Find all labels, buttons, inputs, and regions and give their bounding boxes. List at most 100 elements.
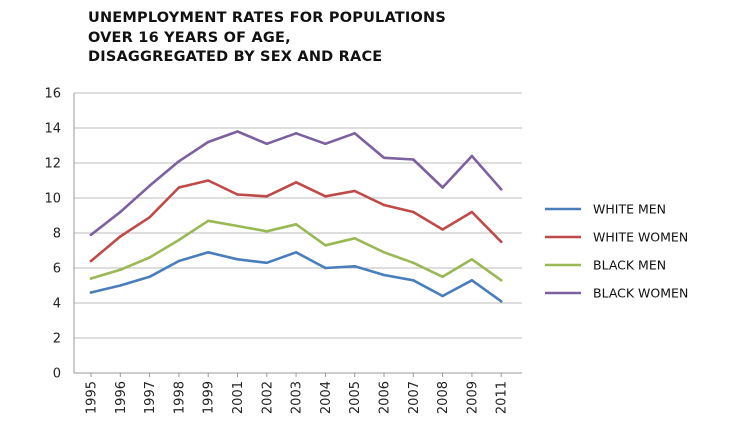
x-tick-label: 2002	[260, 381, 275, 414]
data-point	[499, 299, 503, 303]
x-tick-label: 2004	[319, 381, 334, 414]
data-point	[412, 158, 415, 161]
data-point	[353, 264, 357, 268]
data-point	[177, 259, 181, 263]
data-point	[353, 236, 357, 240]
data-point	[177, 238, 181, 242]
legend: WHITE MEN WHITE WOMEN BLACK MEN BLACK WOMEN	[545, 202, 688, 301]
data-point	[236, 193, 239, 196]
data-point	[382, 250, 386, 254]
x-tick-label: 1995	[85, 381, 100, 414]
x-tick-label: 1999	[202, 381, 217, 414]
data-point	[499, 240, 503, 244]
data-point	[294, 180, 298, 184]
chart-title-line-2: OVER 16 YEARS OF AGE,	[88, 29, 291, 46]
y-tick-label: 8	[53, 227, 61, 242]
data-point	[499, 278, 503, 282]
legend-label: WHITE WOMEN	[593, 230, 688, 245]
data-point	[206, 250, 210, 254]
data-point	[177, 159, 181, 163]
series-black-men	[89, 219, 503, 282]
data-point	[441, 186, 444, 189]
data-point	[265, 194, 269, 198]
x-tick-label: 1997	[143, 381, 158, 414]
data-point	[412, 278, 415, 282]
chart-title-line-3: DISAGGREGATED BY SEX AND RACE	[88, 49, 383, 65]
legend-label: BLACK MEN	[593, 258, 666, 273]
data-point	[412, 261, 415, 265]
data-point	[119, 210, 122, 214]
x-tick-label: 2005	[348, 381, 363, 414]
data-point	[470, 257, 474, 261]
data-point	[119, 268, 122, 272]
data-point	[324, 194, 327, 198]
data-point	[119, 284, 122, 287]
y-tick-label: 10	[44, 192, 61, 207]
data-point	[265, 142, 269, 146]
data-point	[353, 131, 357, 135]
data-point	[236, 257, 239, 261]
series-white-women	[89, 179, 503, 263]
x-tick-label: 2007	[407, 381, 422, 414]
data-point	[89, 291, 93, 294]
data-point	[119, 235, 122, 238]
data-point	[324, 142, 327, 146]
data-point	[382, 203, 386, 207]
data-point	[499, 187, 503, 191]
x-tick-label: 1996	[114, 381, 129, 414]
x-tick-label: 2008	[436, 381, 451, 414]
series-line	[89, 219, 503, 282]
data-point	[148, 275, 151, 279]
y-tick-label: 2	[53, 332, 61, 347]
data-point	[89, 233, 93, 237]
legend-label: WHITE MEN	[593, 202, 666, 217]
data-point	[236, 130, 239, 133]
data-point	[382, 156, 386, 160]
data-point	[148, 256, 151, 259]
data-point	[206, 140, 210, 144]
data-point	[265, 229, 269, 233]
y-tick-label: 16	[44, 87, 61, 102]
data-point	[470, 278, 474, 282]
gridlines	[74, 92, 522, 339]
data-point	[441, 228, 444, 231]
series-white-men	[89, 250, 503, 303]
data-point	[441, 294, 444, 298]
chart-title: UNEMPLOYMENT RATES FOR POPULATIONS OVER …	[88, 9, 446, 68]
data-point	[177, 186, 181, 189]
data-point	[294, 250, 298, 254]
data-point	[265, 261, 269, 265]
data-point	[324, 243, 327, 247]
data-point	[206, 219, 210, 223]
data-point	[353, 189, 357, 193]
legend-item: WHITE MEN	[545, 202, 666, 217]
axes	[73, 93, 522, 377]
y-tick-label: 4	[53, 297, 61, 312]
legend-item: BLACK MEN	[545, 258, 666, 273]
data-point	[89, 277, 93, 280]
legend-item: BLACK WOMEN	[545, 286, 688, 301]
y-tick-label: 0	[53, 367, 61, 382]
data-point	[470, 210, 474, 214]
series-line	[89, 179, 503, 263]
data-point	[148, 215, 151, 219]
data-point	[294, 222, 298, 226]
data-point	[382, 273, 386, 277]
legend-item: WHITE WOMEN	[545, 230, 688, 245]
data-point	[148, 184, 151, 188]
legend-label: BLACK WOMEN	[593, 286, 688, 301]
data-point	[470, 154, 474, 158]
data-point	[324, 266, 327, 270]
y-tick-labels: 0 2 4 6 8 10 12 14 16	[44, 87, 61, 382]
y-tick-label: 6	[53, 262, 61, 277]
x-tick-label: 1998	[172, 381, 187, 414]
x-tick-label: 2001	[231, 381, 246, 414]
series-lines	[89, 130, 503, 303]
y-tick-label: 14	[44, 122, 61, 137]
series-black-women	[89, 130, 503, 237]
data-point	[294, 131, 298, 135]
data-point	[236, 224, 239, 228]
data-point	[206, 179, 210, 182]
x-tick-labels: 1995 1996 1997 1998 1999 2001 2002 2003 2004 2005…	[85, 381, 510, 414]
data-point	[412, 210, 415, 214]
